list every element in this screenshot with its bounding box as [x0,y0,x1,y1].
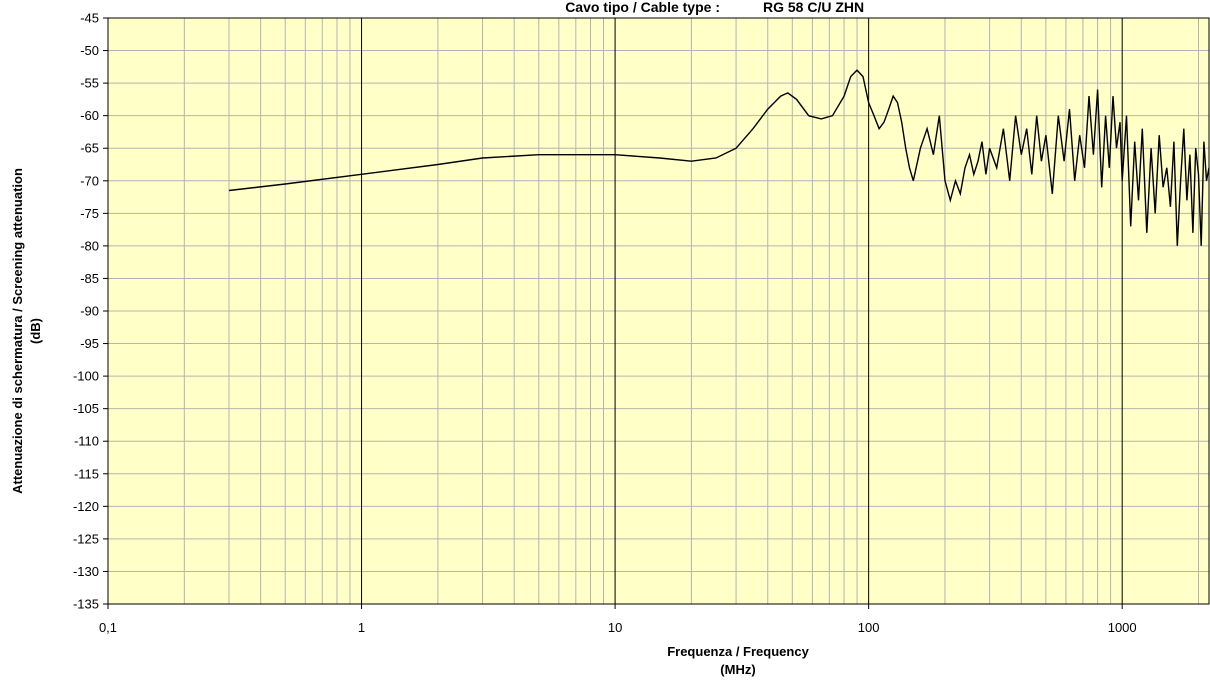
y-tick-labels: -45 -50 -55 -60 -65 -70 -75 -80 -85 -90 -95 -100 -10… [73,11,108,612]
y-tick-label: -70 [80,173,99,188]
y-tick-label: -80 [80,238,99,253]
y-tick-label: -135 [73,597,99,612]
y-tick-label: -60 [80,108,99,123]
y-tick-label: -130 [73,564,99,579]
y-tick-label: -100 [73,369,99,384]
y-tick-label: -85 [80,271,99,286]
y-axis-label: Attenuazione di schermatura / Screening … [10,168,25,494]
x-tick-label: 1000 [1108,620,1137,635]
y-tick-label: -75 [80,206,99,221]
y-tick-label: -55 [80,76,99,91]
y-tick-label: -105 [73,401,99,416]
minor-gridlines [108,17,1209,605]
y-tick-label: -110 [74,434,99,449]
x-tick-label: 0,1 [99,620,117,635]
y-tick-label: -45 [80,11,99,26]
x-tick-label: 1 [358,620,365,635]
y-tick-label: -125 [73,531,99,546]
series-line [228,69,1210,246]
y-tick-label: -115 [74,466,99,481]
y-axis-unit: (dB) [28,318,43,344]
y-tick-label: -65 [80,141,99,156]
y-tick-label: -90 [80,304,99,319]
x-axis-label: Frequenza / Frequency [667,644,809,659]
y-tick-label: -50 [80,43,99,58]
x-axis-unit: (MHz) [720,662,755,677]
y-tick-label: -95 [80,336,99,351]
x-tick-label: 10 [608,620,622,635]
x-tick-labels: 0,1 1 10 100 1000 [99,604,1137,635]
x-tick-label: 100 [858,620,880,635]
y-tick-label: -120 [73,499,99,514]
chart-title-prefix: Cavo tipo / Cable type : [565,0,720,15]
chart-title-value: RG 58 C/U ZHN [763,0,864,15]
major-gridlines [361,18,1123,604]
